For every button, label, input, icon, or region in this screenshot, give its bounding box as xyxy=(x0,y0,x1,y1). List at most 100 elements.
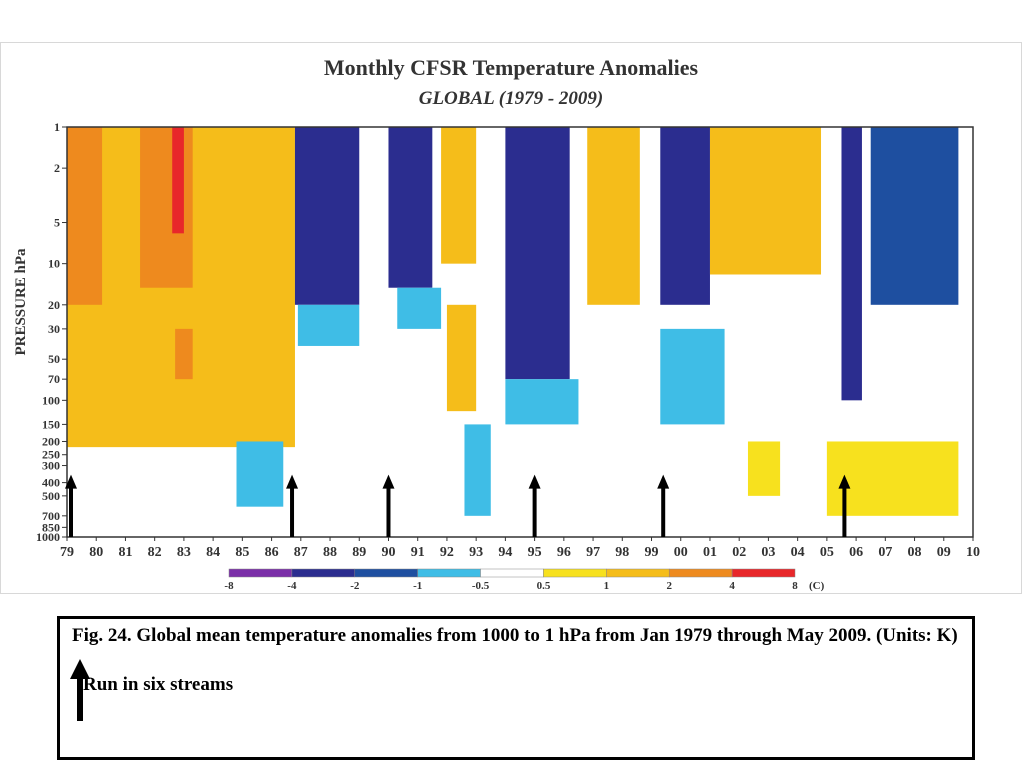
colorbar-label: -2 xyxy=(350,580,360,592)
chart-subtitle: GLOBAL (1979 - 2009) xyxy=(419,88,604,109)
anomaly-region xyxy=(67,127,103,305)
x-tick-label: 82 xyxy=(148,545,162,560)
anomaly-region xyxy=(175,328,193,380)
chart-title: Monthly CFSR Temperature Anomalies xyxy=(324,55,699,80)
y-tick-label: 70 xyxy=(48,372,60,386)
colorbar-bin xyxy=(480,568,544,578)
anomaly-region xyxy=(505,379,579,425)
colorbar-label: -4 xyxy=(287,580,297,592)
anomaly-region xyxy=(236,441,284,507)
y-tick-label: 20 xyxy=(48,298,60,312)
colorbar-bin xyxy=(291,568,356,578)
colorbar-bin xyxy=(228,568,293,578)
anomaly-region xyxy=(505,127,570,380)
colorbar-label: 0.5 xyxy=(537,580,551,592)
x-tick-label: 96 xyxy=(557,545,571,560)
y-tick-label: 2 xyxy=(54,161,60,175)
x-tick-label: 93 xyxy=(469,545,483,560)
x-tick-label: 91 xyxy=(411,545,425,560)
y-tick-label: 400 xyxy=(42,476,60,490)
y-axis-label: PRESSURE hPa xyxy=(13,248,29,356)
x-tick-label: 92 xyxy=(440,545,454,560)
anomaly-region xyxy=(297,304,360,346)
x-tick-label: 89 xyxy=(352,545,366,560)
y-tick-label: 1 xyxy=(54,120,60,134)
x-tick-label: 80 xyxy=(89,545,103,560)
anomaly-region xyxy=(140,127,193,288)
x-tick-label: 94 xyxy=(498,545,512,560)
x-tick-label: 79 xyxy=(60,545,74,560)
anomaly-region xyxy=(441,127,477,264)
stream-markers xyxy=(65,474,851,537)
up-arrow-icon xyxy=(657,474,670,537)
x-tick-label: 09 xyxy=(937,545,951,560)
colorbar-bin xyxy=(543,568,607,578)
x-tick-label: 00 xyxy=(674,545,688,560)
y-tick-label: 1000 xyxy=(36,530,60,544)
y-tick-label: 50 xyxy=(48,352,60,366)
anomaly-region xyxy=(294,127,360,305)
colorbar-label: -1 xyxy=(413,580,422,592)
anomaly-region xyxy=(841,127,862,401)
x-tick-label: 86 xyxy=(265,545,279,560)
anomaly-region xyxy=(660,127,710,305)
y-tick-label: 250 xyxy=(42,448,60,462)
up-arrow-icon xyxy=(65,474,77,537)
anomaly-region xyxy=(747,441,781,496)
x-tick-label: 04 xyxy=(791,545,805,560)
anomaly-region xyxy=(172,127,184,234)
anomaly-region xyxy=(446,304,477,412)
x-tick-label: 99 xyxy=(645,545,659,560)
x-tick-label: 81 xyxy=(118,545,132,560)
up-arrow-icon xyxy=(382,474,395,537)
anomaly-region xyxy=(660,328,725,425)
anomaly-region xyxy=(826,441,959,516)
anomaly-region xyxy=(397,287,442,329)
x-tick-label: 87 xyxy=(294,545,308,560)
colorbar-bin xyxy=(731,568,796,578)
up-arrow-icon xyxy=(70,659,90,721)
colorbar-bin xyxy=(417,568,481,578)
y-tick-label: 100 xyxy=(42,393,60,407)
x-tick-label: 98 xyxy=(615,545,629,560)
caption-box: Fig. 24. Global mean temperature anomali… xyxy=(57,616,975,760)
anomaly-region xyxy=(388,127,433,288)
figure-frame: Monthly CFSR Temperature Anomalies GLOBAL… xyxy=(0,42,1022,594)
colorbar-label: -8 xyxy=(224,580,234,592)
anomaly-region xyxy=(709,127,822,275)
x-tick-label: 07 xyxy=(878,545,892,560)
anomaly-region xyxy=(870,127,959,305)
x-tick-label: 84 xyxy=(206,545,220,560)
x-tick-label: 08 xyxy=(908,545,922,560)
colorbar-bin xyxy=(606,568,670,578)
y-tick-label: 500 xyxy=(42,489,60,503)
anomaly-region xyxy=(587,127,640,305)
y-tick-label: 200 xyxy=(42,434,60,448)
y-tick-label: 150 xyxy=(42,417,60,431)
y-tick-label: 700 xyxy=(42,509,60,523)
up-arrow-icon xyxy=(528,474,541,537)
colorbar-bin xyxy=(668,568,733,578)
y-tick-label: 10 xyxy=(48,257,60,271)
x-tick-label: 97 xyxy=(586,545,600,560)
up-arrow-icon xyxy=(838,474,851,537)
y-tick-label: 30 xyxy=(48,322,60,336)
colorbar-label: -0.5 xyxy=(472,580,490,592)
x-tick-label: 02 xyxy=(732,545,746,560)
colorbar-label: 4 xyxy=(729,580,735,592)
x-tick-label: 88 xyxy=(323,545,337,560)
x-tick-label: 06 xyxy=(849,545,863,560)
x-tick-label: 03 xyxy=(761,545,775,560)
colorbar-label: 1 xyxy=(604,580,610,592)
y-tick-label: 300 xyxy=(42,459,60,473)
x-tick-label: 95 xyxy=(528,545,542,560)
colorbar-label: 2 xyxy=(666,580,672,592)
y-tick-label: 5 xyxy=(54,216,60,230)
anomaly-regions xyxy=(67,127,959,516)
x-tick-label: 01 xyxy=(703,545,717,560)
x-tick-label: 05 xyxy=(820,545,834,560)
colorbar-label: 8 xyxy=(792,580,798,592)
up-arrow-icon xyxy=(286,474,299,537)
x-tick-label: 85 xyxy=(235,545,249,560)
plot-frame xyxy=(66,126,974,538)
